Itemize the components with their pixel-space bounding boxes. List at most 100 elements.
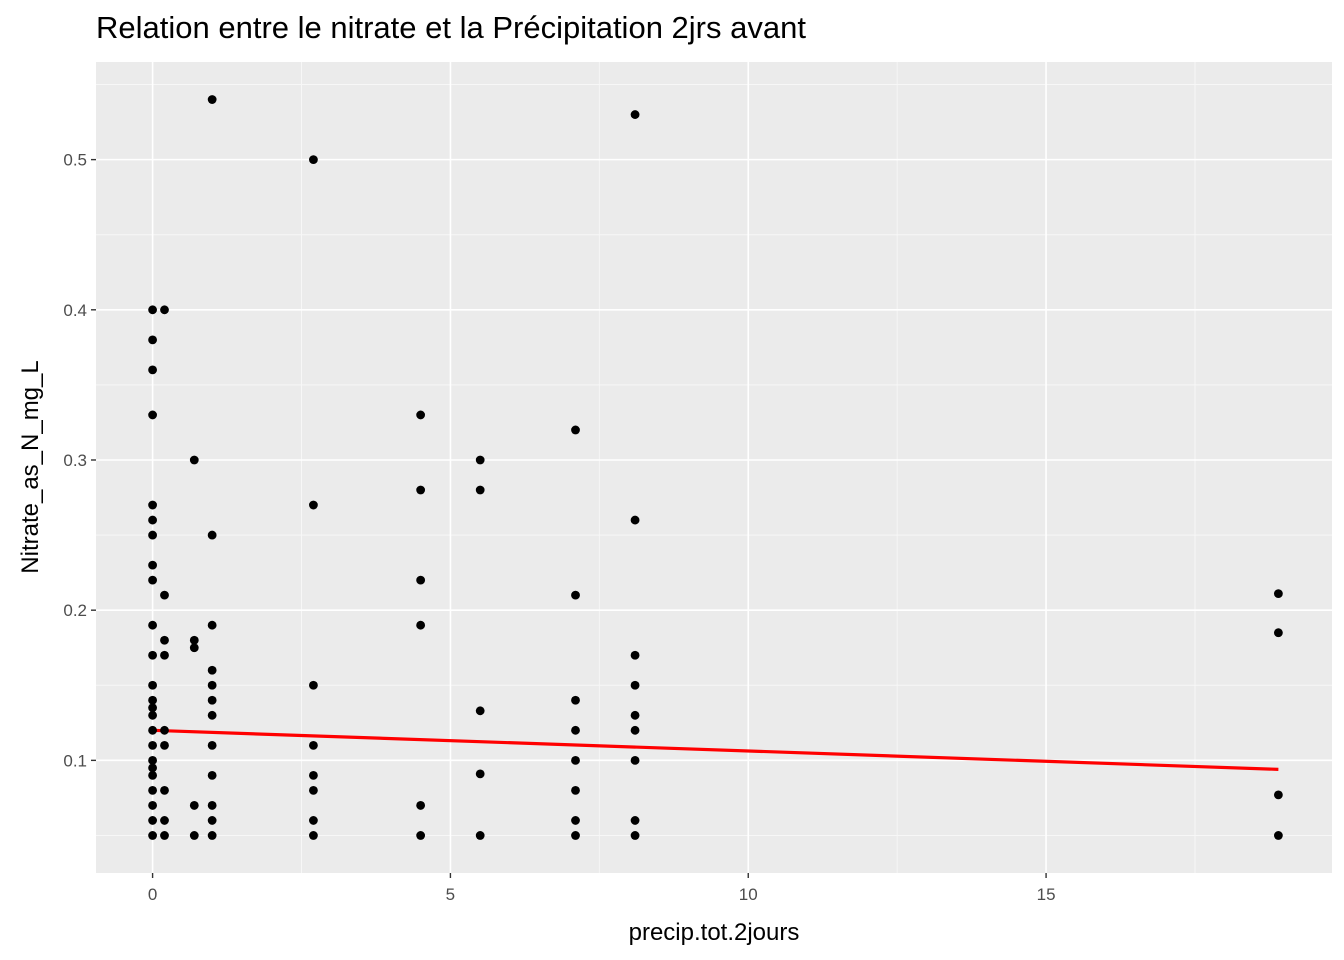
data-point bbox=[148, 725, 157, 735]
data-point bbox=[148, 801, 157, 810]
data-point bbox=[416, 620, 426, 630]
data-point bbox=[475, 706, 485, 716]
x-tick-label: 15 bbox=[1037, 885, 1056, 904]
x-axis-title: precip.tot.2jours bbox=[629, 919, 800, 946]
data-point bbox=[207, 680, 217, 690]
y-tick-label: 0.2 bbox=[63, 601, 87, 620]
data-point bbox=[189, 801, 199, 810]
data-point bbox=[148, 650, 157, 660]
data-point bbox=[309, 831, 318, 840]
data-point bbox=[148, 695, 157, 705]
data-point bbox=[207, 831, 217, 840]
data-point bbox=[148, 703, 157, 713]
data-point bbox=[416, 801, 426, 810]
y-tick-label: 0.1 bbox=[63, 751, 87, 770]
data-point bbox=[148, 410, 157, 420]
data-point bbox=[475, 455, 485, 465]
data-point bbox=[571, 425, 580, 435]
data-point bbox=[148, 763, 157, 773]
data-point bbox=[630, 515, 640, 525]
data-point bbox=[207, 770, 217, 780]
y-axis: 0.1 0.2 0.3 0.4 0.5 bbox=[63, 151, 96, 770]
data-point bbox=[207, 620, 217, 630]
data-point bbox=[571, 695, 580, 705]
data-point bbox=[571, 725, 580, 735]
data-point bbox=[189, 635, 199, 645]
data-point bbox=[148, 831, 157, 840]
data-point bbox=[160, 725, 169, 735]
x-tick-label: 5 bbox=[446, 885, 455, 904]
data-point bbox=[160, 740, 169, 750]
data-point bbox=[148, 816, 157, 825]
data-point bbox=[148, 620, 157, 630]
data-point bbox=[189, 455, 199, 465]
data-point bbox=[148, 755, 157, 765]
data-point bbox=[207, 710, 217, 720]
data-point bbox=[148, 335, 157, 345]
data-point bbox=[309, 816, 318, 825]
data-point bbox=[475, 769, 485, 779]
trend-line bbox=[152, 728, 1279, 771]
data-point bbox=[630, 755, 640, 765]
data-point bbox=[630, 710, 640, 720]
data-point bbox=[207, 740, 217, 750]
data-point bbox=[160, 305, 169, 315]
data-point bbox=[571, 755, 580, 765]
y-axis-title: Nitrate_as_N_mg_L bbox=[17, 360, 44, 573]
data-point bbox=[630, 680, 640, 690]
data-point bbox=[309, 785, 318, 795]
data-point bbox=[1273, 589, 1283, 599]
data-point bbox=[309, 155, 318, 165]
y-tick-label: 0.3 bbox=[63, 451, 87, 470]
data-point bbox=[1273, 831, 1283, 840]
data-point bbox=[1273, 628, 1283, 638]
data-point bbox=[148, 560, 157, 570]
data-point bbox=[160, 785, 169, 795]
data-point bbox=[309, 770, 318, 780]
major-gridlines bbox=[96, 62, 1332, 873]
data-point bbox=[207, 695, 217, 705]
data-point bbox=[148, 680, 157, 690]
data-point bbox=[148, 365, 157, 375]
chart-title: Relation entre le nitrate et la Précipit… bbox=[96, 10, 806, 45]
data-point bbox=[309, 500, 318, 510]
minor-gridlines bbox=[96, 62, 1332, 873]
data-point bbox=[189, 643, 199, 653]
data-point bbox=[309, 740, 318, 750]
data-point bbox=[207, 801, 217, 810]
data-point bbox=[148, 515, 157, 525]
data-point bbox=[207, 95, 217, 104]
data-point bbox=[160, 650, 169, 660]
data-point bbox=[189, 831, 199, 840]
data-point bbox=[148, 785, 157, 795]
data-point bbox=[148, 710, 157, 720]
data-point bbox=[630, 725, 640, 735]
data-point bbox=[630, 831, 640, 840]
data-point bbox=[571, 816, 580, 825]
data-point bbox=[1273, 790, 1283, 800]
trend-layer bbox=[152, 728, 1279, 771]
data-point bbox=[160, 635, 169, 645]
data-point bbox=[207, 665, 217, 675]
points-layer bbox=[148, 95, 1283, 840]
data-point bbox=[148, 530, 157, 540]
data-point bbox=[148, 740, 157, 750]
data-point bbox=[416, 485, 426, 495]
data-point bbox=[630, 650, 640, 660]
data-point bbox=[207, 816, 217, 825]
y-tick-label: 0.4 bbox=[63, 301, 87, 320]
x-tick-label: 0 bbox=[148, 885, 157, 904]
data-point bbox=[416, 410, 426, 420]
data-point bbox=[630, 110, 640, 119]
data-point bbox=[309, 680, 318, 690]
data-point bbox=[148, 305, 157, 315]
data-point bbox=[416, 575, 426, 585]
data-point bbox=[475, 485, 485, 495]
data-point bbox=[630, 816, 640, 825]
x-axis: 0 5 10 15 bbox=[148, 873, 1056, 904]
y-tick-label: 0.5 bbox=[63, 151, 87, 170]
data-point bbox=[571, 590, 580, 600]
data-point bbox=[148, 575, 157, 585]
data-point bbox=[160, 816, 169, 825]
